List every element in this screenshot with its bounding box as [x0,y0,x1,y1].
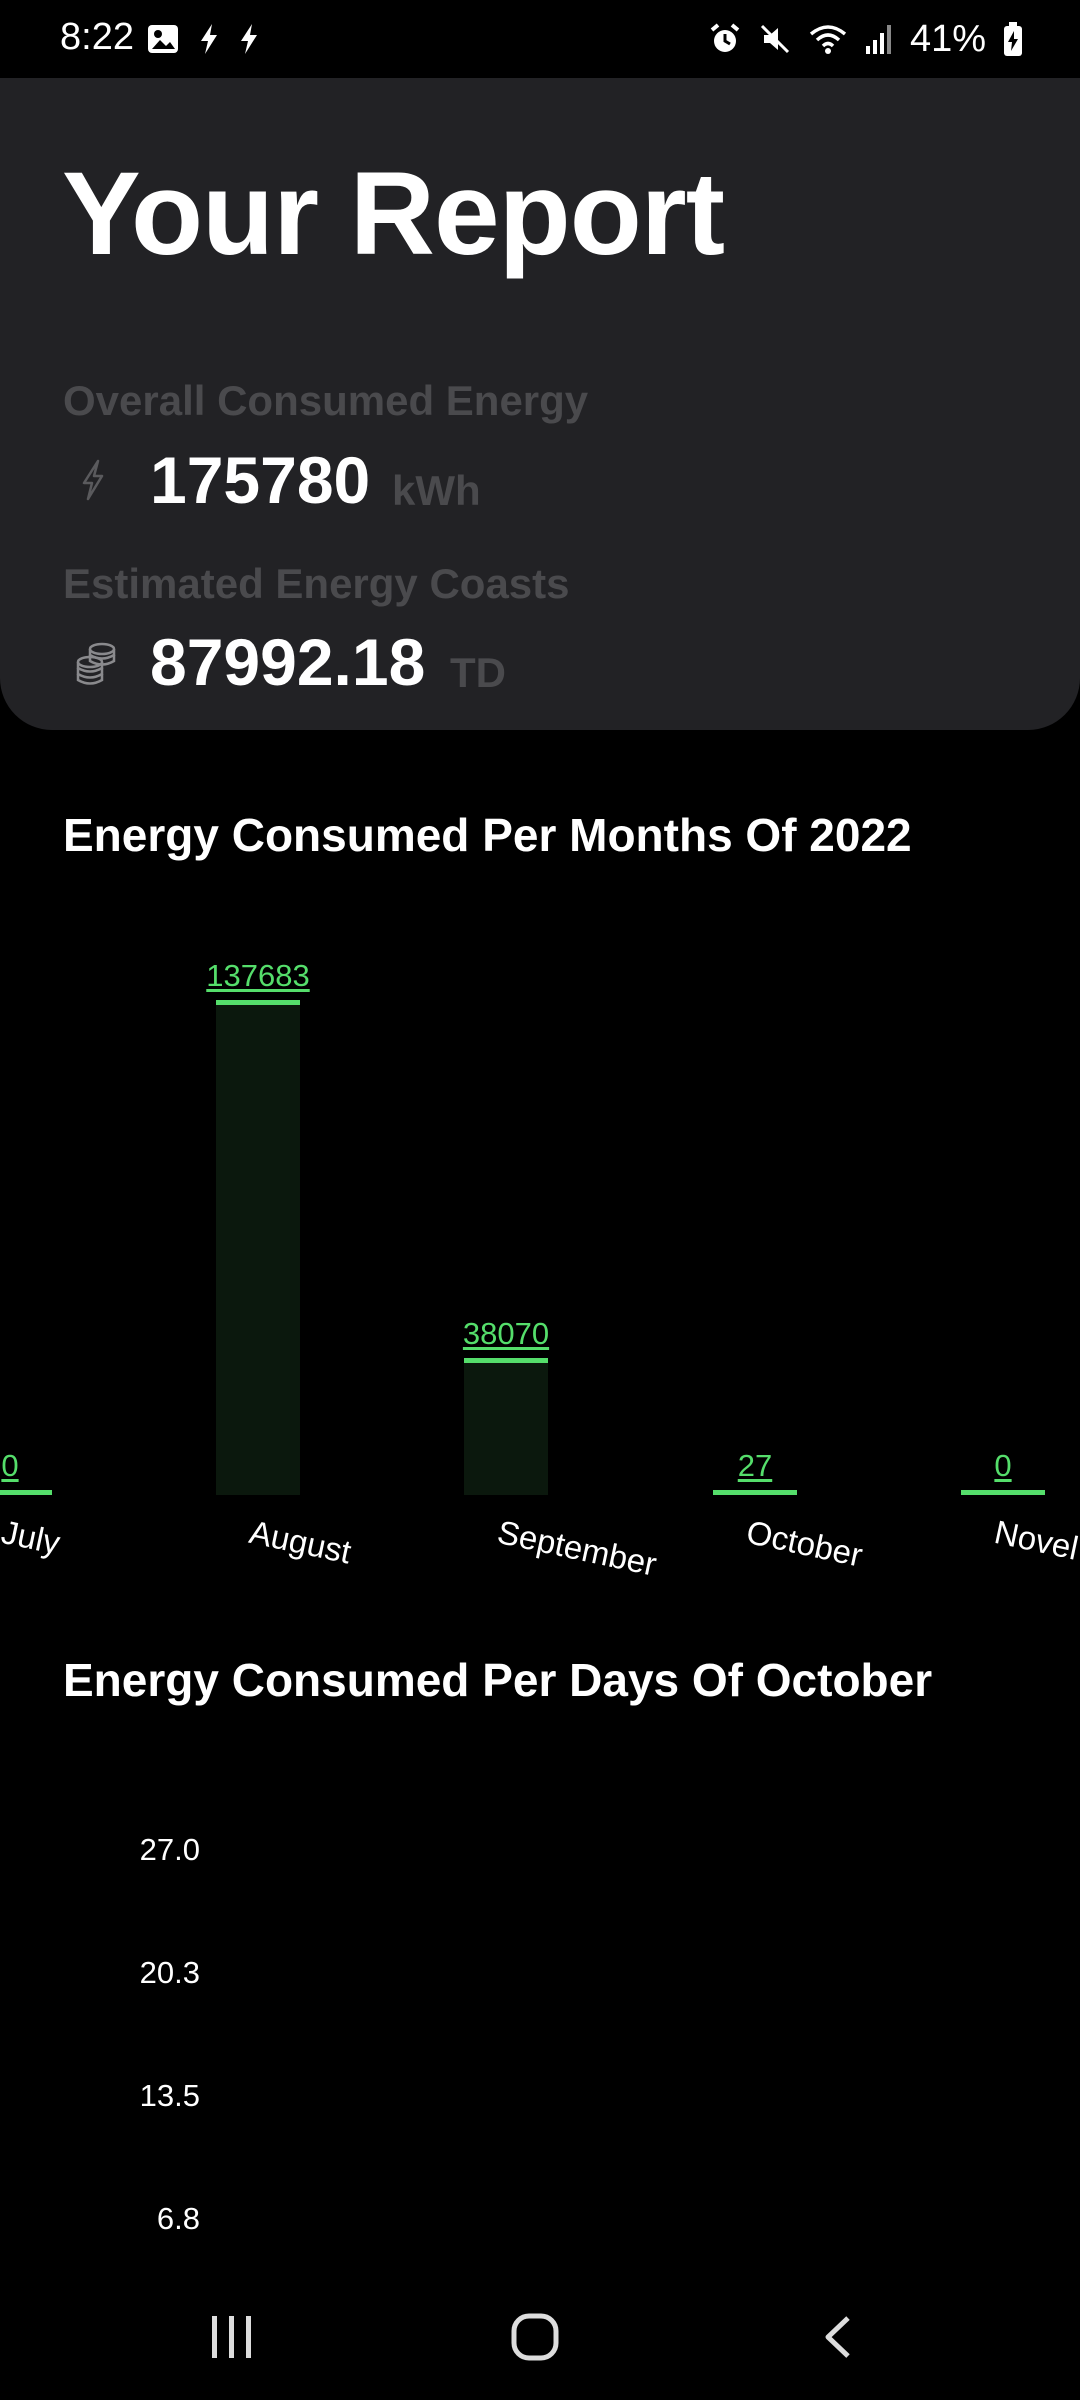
month-label: August [246,1513,355,1571]
monthly-energy-bar-chart: 0 July 137683 August 38070 September 27 October… [0,900,1080,1620]
image-notification-icon [148,25,178,53]
bar-september [464,1358,548,1495]
charging-notification-icon-2 [241,24,257,54]
y-axis-tick: 27.0 [139,1832,200,1867]
monthly-chart-title: Energy Consumed Per Months Of 2022 [63,809,912,861]
daily-chart-title: Energy Consumed Per Days Of October [63,1654,933,1706]
charging-notification-icon [201,24,217,54]
bar-october [713,1490,797,1495]
y-axis-tick: 20.3 [139,1955,200,1990]
bar-august [216,1000,300,1495]
coins-icon [76,642,116,685]
energy-value: 175780 [150,443,371,517]
status-system-icons: 41% [708,14,1024,64]
y-axis-tick: 6.8 [156,2201,200,2236]
daily-energy-bar-chart: 27.0 20.3 13.5 6.8 [0,1740,1080,2260]
back-icon[interactable] [820,2314,856,2360]
bar-value-label: 0 [1,1448,19,1483]
page-title: Your Report [62,148,725,280]
status-bar: 8:22 [0,0,1080,78]
signal-icon [865,25,891,54]
month-label: July [0,1513,64,1562]
battery-charging-icon [1004,22,1022,56]
cost-label: Estimated Energy Coasts [63,560,570,607]
status-notification-icons [146,18,260,60]
month-label: September [494,1513,660,1583]
mute-icon [760,24,789,54]
status-time: 8:22 [60,16,134,58]
month-label: October [743,1513,866,1574]
cost-value: 87992.18 [150,625,426,699]
energy-unit: kWh [392,467,481,514]
wifi-icon [809,25,847,54]
lightning-icon [82,459,104,501]
energy-label: Overall Consumed Energy [63,377,589,424]
bar-value-label: 137683 [206,958,310,993]
month-label: Novel [991,1513,1080,1567]
recent-apps-icon[interactable] [208,2314,256,2360]
alarm-icon [710,23,740,52]
bar-july [0,1490,52,1495]
bar-value-label: 27 [737,1448,773,1483]
bar-novel [961,1490,1045,1495]
navigation-bar [0,2270,1080,2400]
cost-unit: TD [450,649,506,696]
bar-value-label: 0 [994,1448,1012,1483]
y-axis-tick: 13.5 [139,2078,200,2113]
battery-percentage: 41% [909,17,986,60]
report-summary-card [0,78,1080,730]
bar-value-label: 38070 [462,1316,550,1351]
home-icon[interactable] [510,2312,560,2362]
